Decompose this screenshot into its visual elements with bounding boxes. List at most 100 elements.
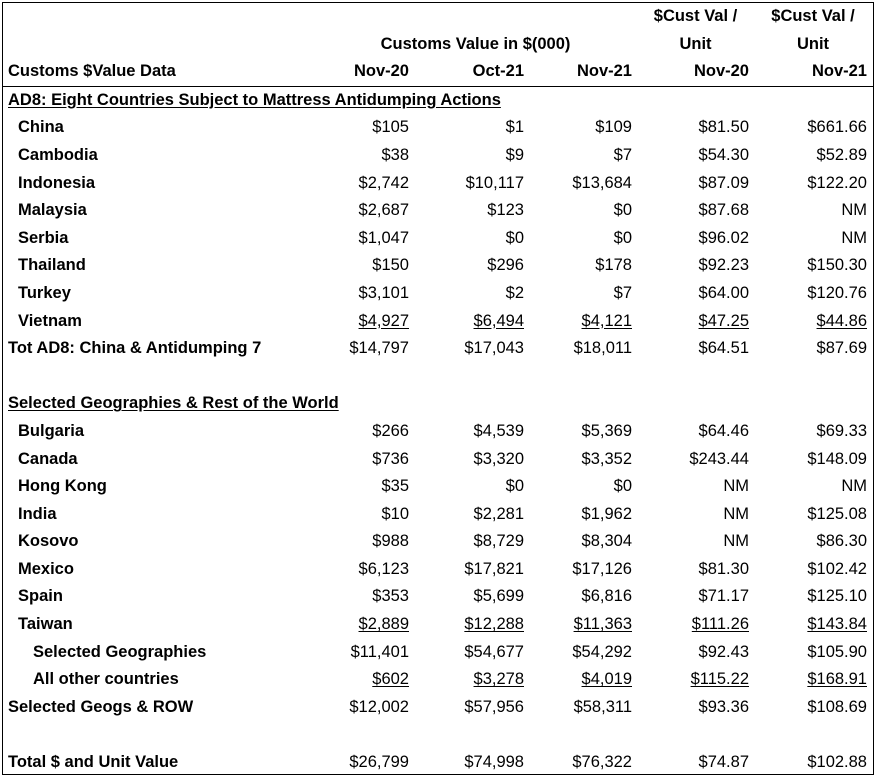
cell: $3,320 [473, 449, 524, 468]
total-row-ad8: Tot AD8: China & Antidumping 7 $14,797 $17… [3, 335, 873, 363]
header-row-1: $Cust Val / $Cust Val / [3, 3, 873, 31]
table-row: Thailand $150 $296 $178 $92.23 $150.30 [3, 252, 873, 280]
cell: $2 [505, 283, 524, 302]
unit-header-line1-a: $Cust Val / [653, 7, 738, 25]
row-label: Spain [18, 587, 63, 606]
subtotal-row: All other countries $602 $3,278 $4,019 $115.… [3, 666, 873, 694]
cell: $105.90 [807, 642, 867, 661]
row-label: Taiwan [18, 615, 73, 634]
row-label: Malaysia [18, 201, 87, 220]
table-row: China $105 $1 $109 $81.50 $661.66 [3, 114, 873, 142]
table-row: Malaysia $2,687 $123 $0 $87.68 NM [3, 197, 873, 225]
table-row: Spain $353 $5,699 $6,816 $71.17 $125.10 [3, 583, 873, 611]
col-header-1: Nov-20 [313, 58, 413, 87]
cell: $81.30 [698, 559, 749, 578]
cell: $3,352 [581, 449, 632, 468]
cell: $661.66 [807, 118, 867, 137]
cell: $148.09 [807, 449, 867, 468]
cell: $8,304 [581, 532, 632, 551]
cell: $93.36 [698, 697, 749, 716]
cell: $64.00 [698, 283, 749, 302]
cell: $12,288 [464, 615, 524, 634]
table-row: Vietnam $4,927 $6,494 $4,121 $47.25 $44.86 [3, 308, 873, 336]
row-label: Hong Kong [18, 477, 107, 496]
table-row: Canada $736 $3,320 $3,352 $243.44 $148.09 [3, 446, 873, 474]
cell: $92.43 [698, 642, 749, 661]
spacer-row [3, 363, 873, 391]
cell: $0 [613, 228, 632, 247]
row-label: Tot AD8: China & Antidumping 7 [8, 339, 262, 358]
cell: $47.25 [698, 311, 749, 330]
cell: $0 [613, 201, 632, 220]
cell: $178 [595, 256, 632, 275]
cell: $17,126 [572, 559, 632, 578]
cell: $0 [613, 477, 632, 496]
unit-header-line1-b: $Cust Val / [771, 7, 855, 25]
cell: $54,677 [464, 642, 524, 661]
cell: $38 [381, 145, 409, 164]
cell: $4,539 [473, 421, 524, 440]
cell: $54,292 [572, 642, 632, 661]
cell: $120.76 [807, 283, 867, 302]
cell: $2,742 [358, 173, 409, 192]
cell: $86.30 [816, 532, 867, 551]
cell: NM [723, 477, 749, 496]
spacer-row [3, 721, 873, 749]
cell: $243.44 [689, 449, 749, 468]
cell: $1,047 [358, 228, 409, 247]
section-title-row: Selected Geographies & Rest of the World [3, 390, 873, 418]
cell: $58,311 [573, 697, 632, 716]
customs-value-group-header: Customs Value in $(000) [380, 34, 571, 53]
row-label: Selected Geographies [33, 642, 207, 661]
table-row: Taiwan $2,889 $12,288 $11,363 $111.26 $143.84 [3, 611, 873, 639]
table-row: Turkey $3,101 $2 $7 $64.00 $120.76 [3, 280, 873, 308]
col-header-2: Oct-21 [413, 58, 528, 87]
cell: $26,799 [349, 753, 409, 772]
cell: $35 [381, 477, 409, 496]
cell: $102.42 [807, 559, 867, 578]
cell: $13,684 [572, 173, 632, 192]
row-label: Thailand [18, 256, 86, 275]
table-row: Mexico $6,123 $17,821 $17,126 $81.30 $102.42 [3, 556, 873, 584]
cell: $10,117 [465, 173, 524, 192]
row-label: All other countries [33, 670, 179, 689]
col-header-4: Nov-20 [638, 58, 753, 87]
unit-header-line2-a: Unit [679, 34, 712, 53]
cell: $69.33 [816, 421, 867, 440]
cell: $57,956 [464, 697, 524, 716]
table-row: India $10 $2,281 $1,962 NM $125.08 [3, 501, 873, 529]
row-label: Canada [18, 449, 78, 468]
row-label: Kosovo [18, 532, 79, 551]
row-label: Serbia [18, 228, 69, 247]
row-label: Total $ and Unit Value [8, 753, 179, 772]
cell: $76,322 [572, 753, 632, 772]
cell: $353 [372, 587, 409, 606]
cell: $8,729 [473, 532, 524, 551]
cell: $4,927 [358, 311, 409, 330]
cell: $54.30 [698, 145, 749, 164]
row-label: Vietnam [18, 311, 82, 330]
cell: $115.22 [690, 670, 749, 689]
cell: $1,962 [581, 504, 632, 523]
section-title-row: AD8: Eight Countries Subject to Mattress… [3, 86, 873, 114]
cell: NM [723, 504, 749, 523]
cell: $2,281 [473, 504, 524, 523]
cell: $6,494 [473, 311, 524, 330]
row-label: Mexico [18, 559, 74, 578]
cell: $122.20 [807, 173, 867, 192]
cell: $6,816 [581, 587, 632, 606]
cell: $7 [613, 283, 632, 302]
cell: $17,821 [464, 559, 524, 578]
row-label: Bulgaria [18, 421, 85, 440]
cell: $71.17 [698, 587, 749, 606]
cell: NM [841, 477, 867, 496]
cell: $988 [372, 532, 409, 551]
cell: $3,278 [473, 670, 524, 689]
table-row: Hong Kong $35 $0 $0 NM NM [3, 473, 873, 501]
unit-header-line2-b: Unit [796, 34, 830, 53]
cell: $11,363 [573, 615, 632, 634]
cell: $18,011 [573, 339, 632, 358]
cell: $102.88 [807, 753, 867, 772]
cell: $109 [595, 118, 632, 137]
